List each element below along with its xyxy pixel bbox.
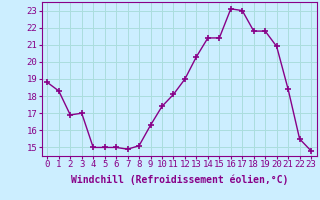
X-axis label: Windchill (Refroidissement éolien,°C): Windchill (Refroidissement éolien,°C): [70, 175, 288, 185]
